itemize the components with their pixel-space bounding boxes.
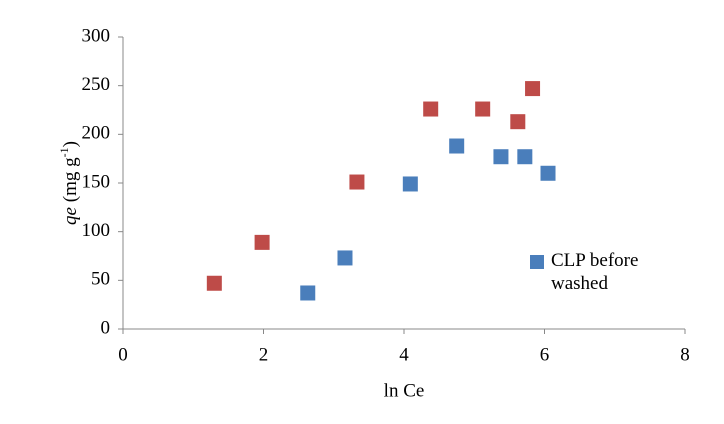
scatter-point xyxy=(449,138,465,154)
legend-label: CLP before washed xyxy=(551,250,639,294)
scatter-point xyxy=(493,149,509,165)
scatter-point xyxy=(349,174,365,190)
x-axis-label: ln Ce xyxy=(384,380,425,401)
x-tick-label: 4 xyxy=(399,344,409,365)
scatter-point xyxy=(206,275,222,291)
scatter-point xyxy=(540,165,556,181)
y-tick-label: 300 xyxy=(82,25,111,46)
x-tick-label: 0 xyxy=(118,344,128,365)
y-tick-label: 50 xyxy=(91,269,110,290)
scatter-point xyxy=(423,101,439,117)
scatter-point xyxy=(525,81,541,97)
x-tick-label: 8 xyxy=(680,344,690,365)
y-label-part: -1 xyxy=(57,147,71,157)
x-tick-label: 6 xyxy=(540,344,550,365)
scatter-point xyxy=(300,285,316,301)
scatter-point xyxy=(510,114,526,130)
scatter-point xyxy=(402,176,418,192)
scatter-point xyxy=(254,234,270,250)
y-axis-label: qe (mg g-1) xyxy=(57,141,82,225)
y-tick-label: 100 xyxy=(82,220,111,241)
y-tick-label: 200 xyxy=(82,123,111,144)
y-tick-label: 150 xyxy=(82,171,111,192)
y-label-part: (mg g xyxy=(60,157,81,207)
x-tick-label: 2 xyxy=(259,344,269,365)
y-label-part: qe xyxy=(60,207,81,225)
scatter-point xyxy=(475,101,491,117)
legend-swatch xyxy=(530,255,544,269)
scatter-point xyxy=(337,250,353,266)
scatter-point xyxy=(517,149,533,165)
y-label-part: ) xyxy=(60,141,81,147)
y-tick-label: 250 xyxy=(82,74,111,95)
y-tick-label: 0 xyxy=(101,317,111,338)
